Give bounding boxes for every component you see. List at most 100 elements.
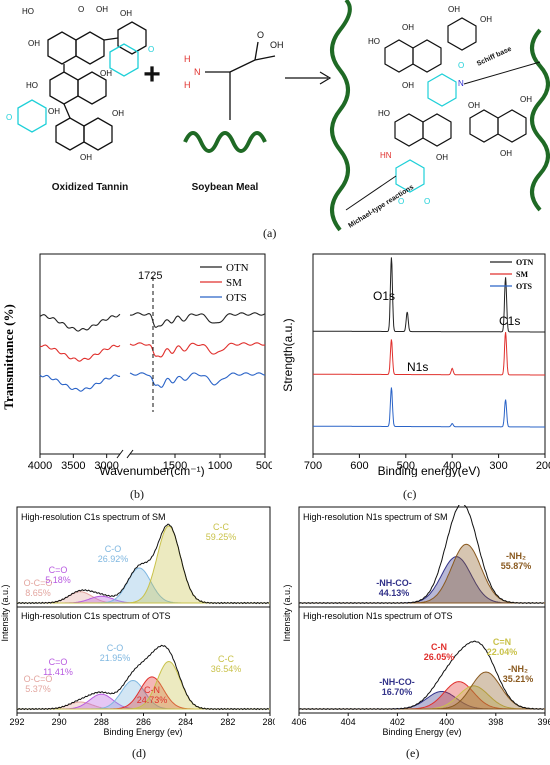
xps-x-tick-label: 200 (536, 460, 550, 472)
c1s-component-value: 11.41% (43, 667, 73, 677)
n1s-component-name: -NH-CO- (379, 677, 415, 687)
atom-label: HO (22, 7, 34, 16)
c1s-x-tick-label: 282 (220, 717, 235, 727)
panel-c-label: (c) (403, 487, 417, 501)
c1s-sm-plot (16, 523, 270, 605)
c1s-component-value: 36.54% (211, 664, 242, 674)
c1s-x-tick-label: 284 (178, 717, 193, 727)
n1s-chart: High-resolution N1s spectrum of SM High-… (282, 502, 550, 737)
ftir-series-otn (39, 313, 121, 332)
n1s-frame (298, 506, 546, 714)
ftir-series-group (39, 312, 266, 392)
c1s-sm-title: High-resolution C1s spectrum of SM (21, 512, 166, 522)
n1s-ots-title: High-resolution N1s spectrum of OTS (303, 611, 453, 621)
atom-label: HN (380, 151, 392, 160)
c1s-component-name: O-C=O (24, 578, 53, 588)
n1s-ots-plot (298, 640, 545, 710)
n1s-component-labels: -NH-CO-44.13%-NH₂55.87%-NH-CO-16.70%C-N2… (376, 551, 533, 697)
c1s-component-value: 5.18% (45, 575, 71, 585)
c1s-x-axis-label: Binding Energy (ev) (103, 727, 182, 737)
atom-label: OH (100, 69, 112, 78)
n1s-component-value: 44.13% (379, 588, 410, 598)
atom-label: OH (112, 109, 124, 118)
n1s-x-tick-label: 406 (291, 717, 306, 727)
atom-label: OH (448, 5, 460, 14)
ftir-x-tick-label: 1500 (163, 460, 187, 472)
legend-label-otn: OTN (516, 258, 534, 267)
ftir-series-ots (39, 374, 121, 392)
xps-legend: OTN SM OTS (490, 258, 534, 291)
n1s-x-tick-label: 402 (390, 717, 405, 727)
c1s-component-name: C=O (49, 657, 68, 667)
n1s-x-tick-label: 400 (439, 717, 454, 727)
xps-series-ots (313, 387, 545, 428)
n1s-component-name: -NH₂ (508, 664, 528, 674)
panel-e-n1s: High-resolution N1s spectrum of SM High-… (282, 502, 550, 765)
atom-label: HO (26, 81, 38, 90)
axis-break-mark (116, 449, 124, 459)
legend-label-ots: OTS (226, 292, 247, 304)
atom-label: OH (436, 153, 448, 162)
c1s-component-value: 59.25% (206, 532, 237, 542)
atom-label: H (184, 54, 191, 64)
atom-label: OH (402, 81, 414, 90)
axis-break-gap (120, 447, 130, 461)
panel-d-label: (d) (132, 746, 146, 760)
schiff-base-label: Schiff base (476, 46, 513, 68)
panel-b-ftir: 4000 3500 3000 1500 1000 500 1725 OTN SM OTS … (0, 247, 274, 502)
atom-label: O (6, 113, 12, 122)
atom-label: O (424, 197, 430, 206)
n1s-x-tick-label: 404 (341, 717, 356, 727)
atom-label: O (458, 61, 464, 70)
ftir-ticks-group: 4000 3500 3000 1500 1000 500 (28, 454, 274, 472)
atom-label: O (78, 5, 84, 14)
n1s-component-name: -NH₂ (506, 551, 526, 561)
plus-sign: + (143, 58, 161, 91)
c1s-ticks-group: 292 290 288 286 284 282 280 (9, 713, 278, 727)
atom-label: OH (480, 15, 492, 24)
ftir-x-axis-label: Wavenumber(cm⁻¹) (99, 464, 204, 477)
xps-x-tick-label: 300 (489, 460, 507, 472)
c1s-component-name: O-C=O (24, 674, 53, 684)
axis-break-mark (126, 449, 134, 459)
reactant-tannin-label: Oxidized Tannin (52, 182, 128, 193)
xps-y-axis-label: Strength(a.u.) (281, 318, 295, 391)
c1s-ots-title: High-resolution C1s spectrum of OTS (21, 611, 171, 621)
n1s-sm-title: High-resolution N1s spectrum of SM (303, 512, 448, 522)
c1s-component-labels: O-C=O8.65%C=O5.18%C-O26.92%C-C59.25%O-C=… (24, 522, 242, 705)
atom-label: OH (48, 107, 60, 116)
ftir-y-axis-label: Transmittance (%) (1, 304, 16, 410)
xps-x-tick-label: 500 (397, 460, 415, 472)
xps-x-tick-label: 400 (443, 460, 461, 472)
atom-label: O (257, 30, 264, 40)
panel-a-label: (a) (263, 226, 277, 240)
n1s-component-name: C-N (431, 642, 447, 652)
product-structure (330, 0, 550, 232)
ftir-x-tick-label: 4000 (28, 460, 52, 472)
peak-1725-label: 1725 (138, 270, 162, 282)
ftir-x-tick-label: 1000 (208, 460, 232, 472)
peak-label-n1s: N1s (407, 360, 428, 374)
atom-label: OH (80, 153, 92, 162)
tannin-atom-labels: HO O OH OH OH OH HO OH OH OH O O (6, 5, 154, 162)
c1s-component-name: C-N (144, 685, 160, 695)
n1s-component-value: 16.70% (382, 687, 413, 697)
n1s-x-tick-label: 396 (537, 717, 550, 727)
ftir-series-sm (129, 342, 266, 358)
atom-label: OH (120, 9, 132, 18)
atom-label: OH (468, 101, 480, 110)
atom-label: N (458, 79, 464, 88)
c1s-envelope (16, 523, 270, 605)
c1s-component-value: 26.92% (98, 554, 129, 564)
n1s-envelope (298, 640, 545, 710)
soybean-atom-labels: H N H O OH (184, 30, 284, 90)
atom-label: HO (378, 109, 390, 118)
n1s-component-value: 26.05% (424, 652, 455, 662)
product-atom-labels: OH OH OH HO OH HO OH OH OH OH O N HN O O (368, 5, 532, 206)
xps-x-tick-label: 700 (304, 460, 322, 472)
ftir-frame (39, 253, 266, 455)
n1s-sm-plot (298, 502, 545, 604)
panel-d-c1s: High-resolution C1s spectrum of SM High-… (0, 505, 278, 765)
xps-series-group (313, 257, 545, 428)
xps-ticks-group: 700 600 500 400 300 200 (304, 454, 550, 472)
